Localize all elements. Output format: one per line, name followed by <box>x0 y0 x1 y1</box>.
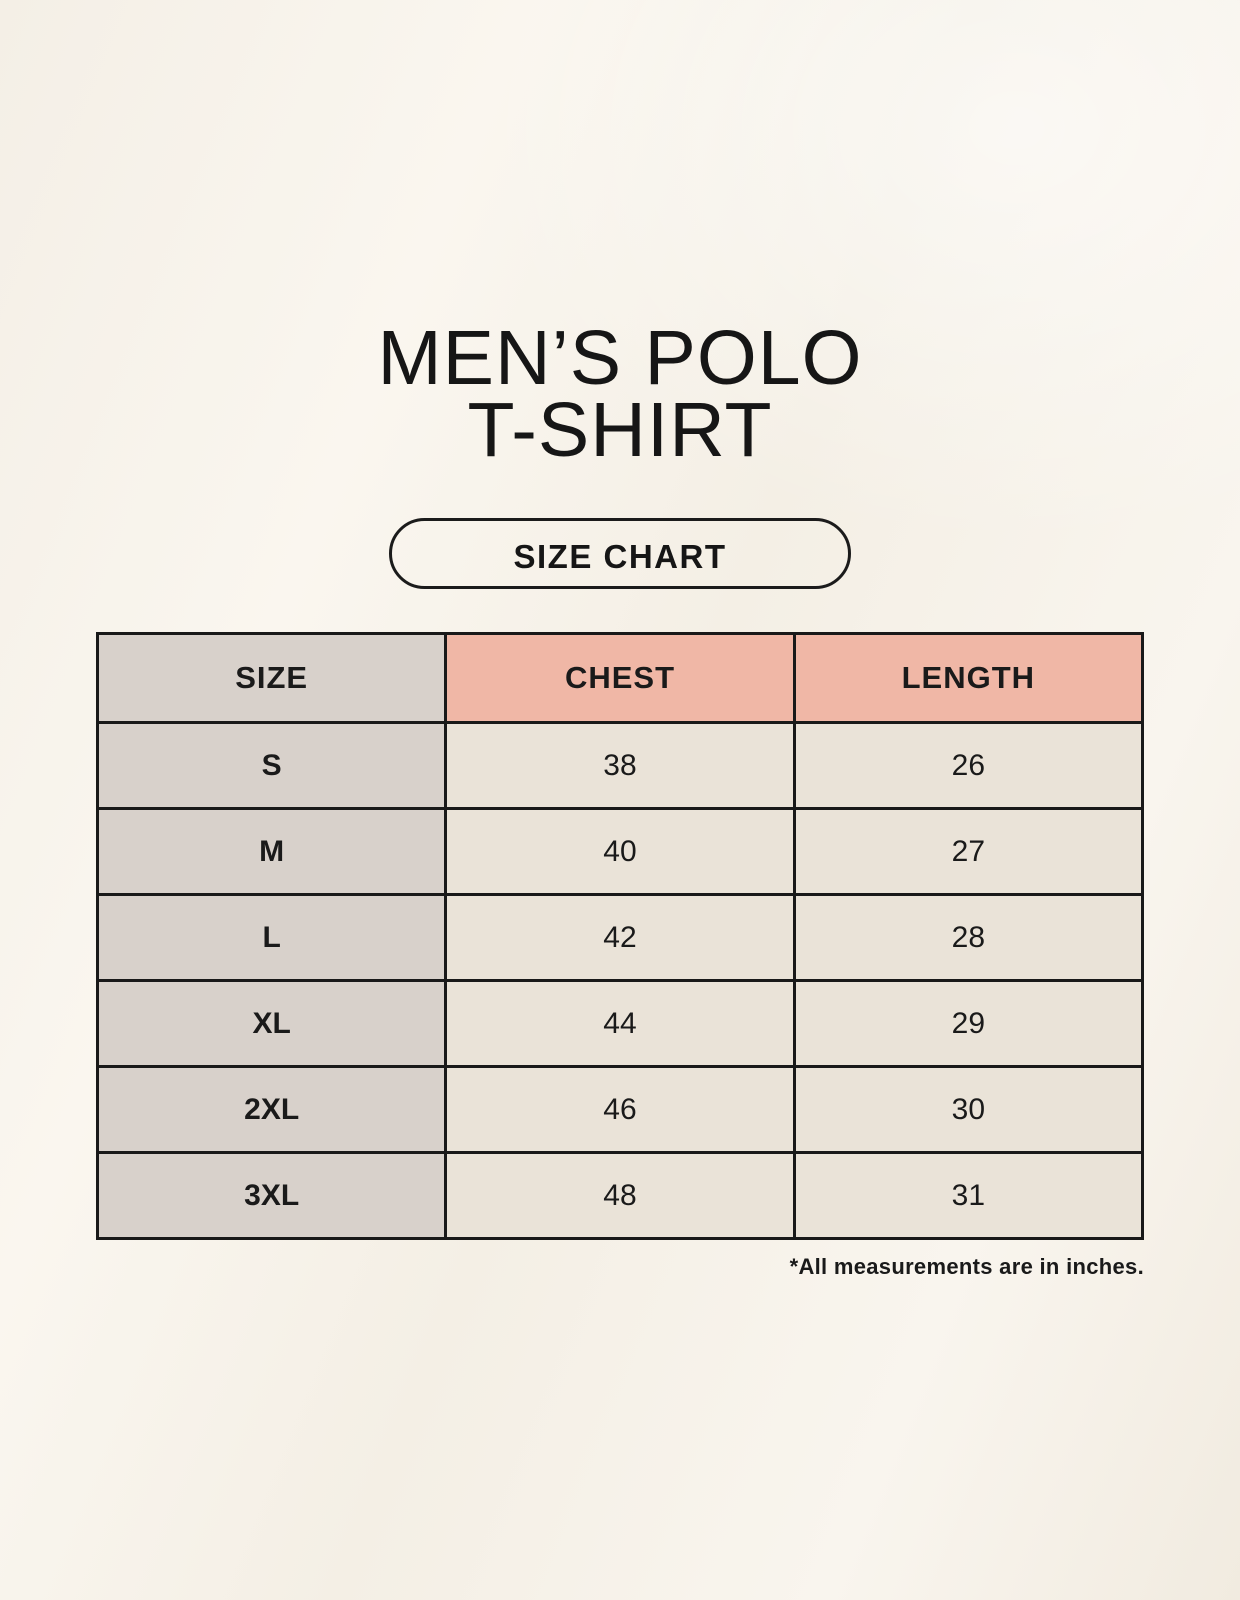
size-chart-badge: SIZE CHART <box>389 518 851 589</box>
chest-value: 48 <box>444 1151 796 1240</box>
length-value: 30 <box>792 1065 1145 1154</box>
chest-value: 44 <box>444 979 796 1068</box>
size-table: SIZE CHEST LENGTH S 38 26 M 40 27 L 42 2… <box>95 632 1145 1240</box>
table-header-row: SIZE CHEST LENGTH <box>95 632 1145 724</box>
length-value: 27 <box>792 807 1145 896</box>
table-row-m: M 40 27 <box>95 807 1145 896</box>
table-row-s: S 38 26 <box>95 721 1145 810</box>
column-header-length: LENGTH <box>792 632 1145 724</box>
length-value: 29 <box>792 979 1145 1068</box>
column-header-size: SIZE <box>95 632 448 724</box>
chest-value: 40 <box>444 807 796 896</box>
size-chart-badge-wrap: SIZE CHART <box>0 518 1240 589</box>
size-label: S <box>95 721 448 810</box>
page-title: MEN’S POLO T-SHIRT <box>0 0 1240 473</box>
table-row-2xl: 2XL 46 30 <box>95 1065 1145 1154</box>
size-chart-badge-label: SIZE CHART <box>513 538 727 575</box>
column-header-chest: CHEST <box>444 632 796 724</box>
length-value: 31 <box>792 1151 1145 1240</box>
measurements-footnote: *All measurements are in inches. <box>789 1254 1144 1279</box>
length-value: 26 <box>792 721 1145 810</box>
size-label: L <box>95 893 448 982</box>
chest-value: 38 <box>444 721 796 810</box>
table-row-l: L 42 28 <box>95 893 1145 982</box>
table-row-xl: XL 44 29 <box>95 979 1145 1068</box>
chest-value: 42 <box>444 893 796 982</box>
page-title-line-1: MEN’S POLO <box>377 315 863 401</box>
size-label: 3XL <box>95 1151 448 1240</box>
size-label: 2XL <box>95 1065 448 1154</box>
chest-value: 46 <box>444 1065 796 1154</box>
page-title-line-2: T-SHIRT <box>467 387 773 473</box>
length-value: 28 <box>792 893 1145 982</box>
size-label: XL <box>95 979 448 1068</box>
size-label: M <box>95 807 448 896</box>
table-row-3xl: 3XL 48 31 <box>95 1151 1145 1240</box>
